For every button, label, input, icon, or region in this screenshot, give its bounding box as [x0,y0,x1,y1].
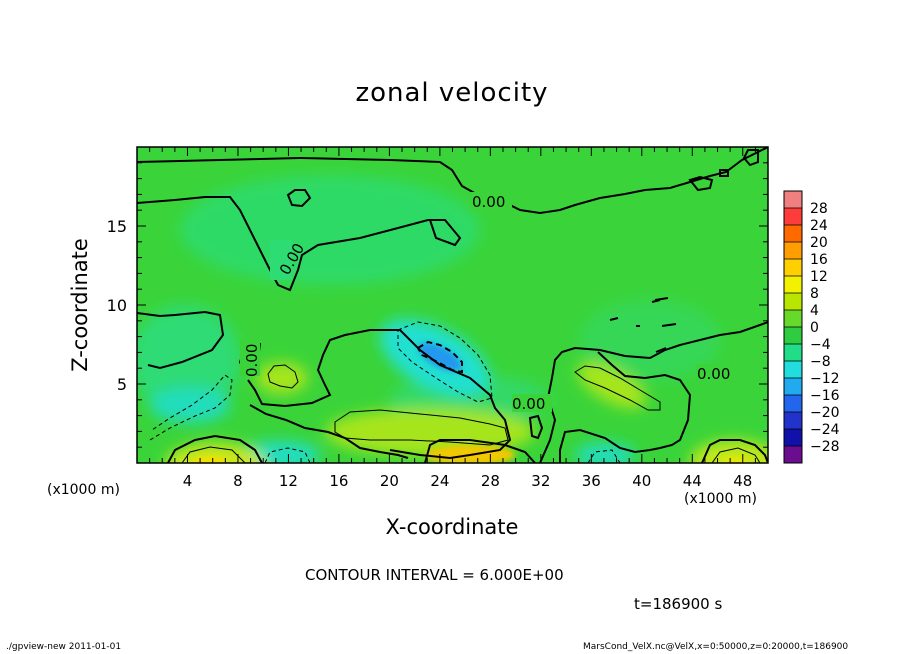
colorbar-label: 24 [810,218,828,234]
colorbar-swatch [784,208,802,226]
x-tick-label: 36 [582,472,601,490]
colorbar-label: −28 [810,439,840,455]
contour-label: 0.00 [472,193,505,211]
zero-contour-small-blips [609,297,677,353]
colorbar-label: −8 [810,354,831,370]
region-pos-left [256,362,308,394]
y-axis-label: Z-coordinate [68,238,92,372]
y-axis: 5 10 15 [107,162,768,448]
colorbar-swatch [784,429,802,447]
contour-pos-bottom-right [711,447,761,463]
contour-neg-bot1 [264,447,311,463]
colorbar-swatch [784,259,802,277]
colorbar-swatch [784,395,802,413]
zero-contour-bottom-center [424,439,536,463]
x-tick-label: 32 [531,472,550,490]
contour-pos-right [574,365,661,411]
colorbar-swatch [784,191,802,209]
contour-neg-core-outer [397,321,493,403]
footer-left: ./gpview-new 2011-01-01 [6,642,122,652]
zero-contour-upper-right-blob [688,149,759,192]
contour-pos-center [334,409,509,446]
zero-contour-upper-loop [286,189,312,208]
x-tick-label: 8 [233,472,243,490]
footer-right: MarsCond_VelX.nc@VelX,x=0:50000,z=0:2000… [583,642,849,652]
region-pos-right [577,361,647,409]
contour-interval-label: CONTOUR INTERVAL = 6.000E+00 [305,566,564,584]
contour-label: 0.00 [697,365,730,383]
colorbar-swatch [784,361,802,379]
colorbar-label: −4 [810,337,831,353]
region-peak-left [192,456,228,463]
zero-contour-bottom-left [167,434,263,463]
x-unit-label: (x1000 m) [47,482,120,498]
x-tick-label: 28 [481,472,500,490]
x-axis: 4 8 12 16 20 24 28 32 36 40 44 48 [149,147,756,490]
colorbar-label: −20 [810,405,840,421]
colorbar-label: 28 [810,201,828,217]
x-tick-label: 4 [183,472,193,490]
velocity-field: 0.00 0.00 0.00 0.00 0.00 [137,147,768,463]
contour-neg-bot2 [587,449,621,463]
zero-contour-left-branch [137,196,462,292]
colorbar-label: 12 [810,269,828,285]
x-tick-label: 48 [733,472,752,490]
colorbar-swatch [784,412,802,430]
x-tick-label: 40 [632,472,651,490]
y-tick-label: 5 [117,375,127,394]
x-axis-label: X-coordinate [385,515,519,539]
y-tick-label: 10 [107,296,127,315]
y-tick-label: 15 [107,217,127,236]
contour-label: 0.00 [243,344,261,377]
region-neg-lowleft [150,387,230,423]
colorbar-label: −16 [810,388,840,404]
x-tick-label: 24 [430,472,449,490]
colorbar-label: −12 [810,371,840,387]
colorbar-swatch [784,293,802,311]
zero-contour-bottom-right [701,439,768,463]
region-neg-upper [180,175,480,285]
x-tick-label: 16 [329,472,348,490]
colorbar-label: 0 [810,320,819,336]
x-unit-label: (x1000 m) [684,491,757,507]
region-pos-bottom-left [165,443,265,463]
time-label: t=186900 s [634,595,723,613]
colorbar-label: −24 [810,422,840,438]
contour-neg-left [149,374,233,441]
colorbar-swatch [784,327,802,345]
colorbar-swatch [784,276,802,294]
colorbar-label: 16 [810,252,828,268]
colorbar-swatch [784,225,802,243]
colorbar-swatch [784,446,802,464]
chart-title: zonal velocity [355,78,549,108]
x-tick-label: 20 [380,472,399,490]
region-peak-right [721,457,749,463]
contour-label: 0.00 [512,395,545,413]
colorbar-label: 4 [810,303,819,319]
region-core-blue [418,342,462,372]
colorbar-swatch [784,310,802,328]
colorbar-swatch [784,242,802,260]
colorbar-label: 8 [810,286,819,302]
contour-pos-left [267,364,299,389]
x-tick-label: 44 [683,472,702,490]
colorbar-label: 20 [810,235,828,251]
colorbar-swatch [784,378,802,396]
region-neg-right [580,300,720,380]
zero-contour-top [137,147,768,215]
x-tick-label: 12 [279,472,298,490]
colorbar-swatch [784,344,802,362]
